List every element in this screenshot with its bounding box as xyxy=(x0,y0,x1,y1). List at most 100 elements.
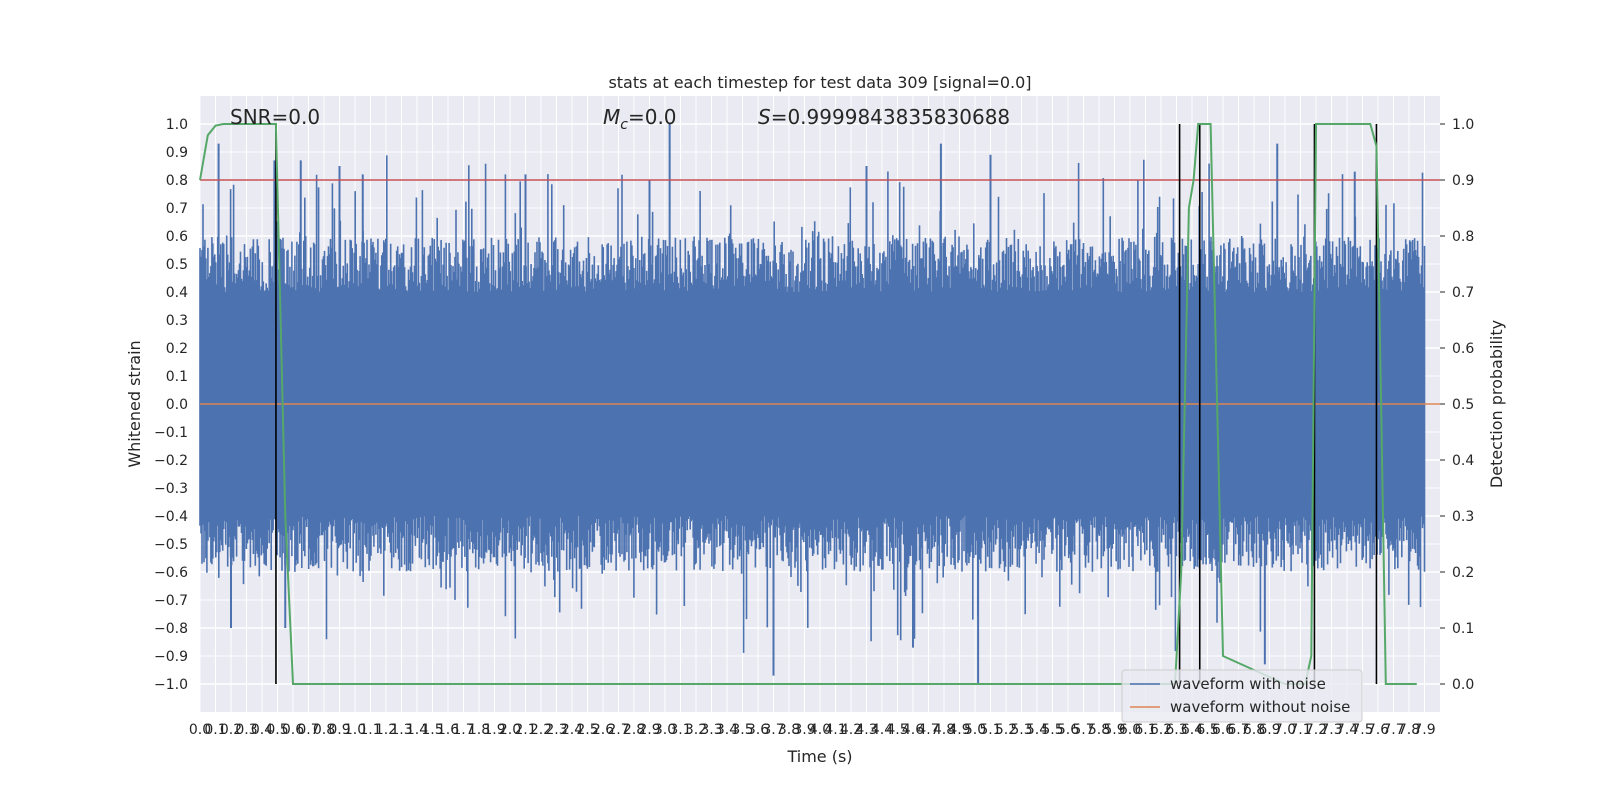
x-tick-label: 1.5 xyxy=(421,722,443,738)
y2-tick-label: 0.9 xyxy=(1452,173,1474,189)
y-tick-label: −0.4 xyxy=(154,509,188,525)
x-tick-label: 5.9 xyxy=(1103,722,1125,738)
x-tick-label: 5.5 xyxy=(1041,722,1063,738)
x-tick-label: 6.8 xyxy=(1243,722,1265,738)
chirp-mass-annotation: Mc=0.0 xyxy=(603,105,677,133)
x-tick-label: 0.1 xyxy=(204,722,226,738)
y2-tick-label: 0.5 xyxy=(1452,397,1474,413)
x-tick-label: 7.4 xyxy=(1336,722,1358,738)
x-tick-label: 7.7 xyxy=(1382,722,1404,738)
x-axis-ticks: 0.00.10.20.30.40.50.60.70.80.91.01.11.21… xyxy=(189,722,1436,738)
x-tick-label: 2.8 xyxy=(623,722,645,738)
y-tick-label: 0.7 xyxy=(166,201,188,217)
x-tick-label: 6.1 xyxy=(1134,722,1156,738)
x-tick-label: 5.2 xyxy=(995,722,1017,738)
legend-label-clean: waveform without noise xyxy=(1170,698,1350,716)
x-tick-label: 1.6 xyxy=(437,722,459,738)
snr-annotation: SNR=0.0 xyxy=(230,105,320,129)
y2-tick-label: 0.2 xyxy=(1452,565,1474,581)
x-tick-label: 4.0 xyxy=(809,722,831,738)
legend-label-noise: waveform with noise xyxy=(1170,675,1326,693)
x-tick-label: 0.5 xyxy=(266,722,288,738)
y-axis-ticks: 1.0 0.9 0.8 0.7 0.6 0.5 0.4 0.3 0.2 0.1 0.0 −0.1 −0.… xyxy=(154,117,188,693)
x-tick-label: 4.2 xyxy=(840,722,862,738)
y2-axis-label: Detection probability xyxy=(1487,320,1506,488)
x-tick-label: 7.9 xyxy=(1413,722,1435,738)
x-tick-label: 5.1 xyxy=(979,722,1001,738)
x-tick-label: 5.0 xyxy=(964,722,986,738)
noise-waveform-trace xyxy=(199,155,1426,653)
chirp-mass-value: =0.0 xyxy=(628,105,677,129)
x-tick-label: 5.6 xyxy=(1057,722,1079,738)
y2-axis-ticks: 1.0 0.9 0.8 0.7 0.6 0.5 0.4 0.3 0.2 0.1 0.0 xyxy=(1440,117,1474,693)
detection-probability-series xyxy=(199,123,1417,685)
y-tick-label: −0.6 xyxy=(154,565,188,581)
y2-tick-label: 0.6 xyxy=(1452,341,1474,357)
y2-tick-label: 0.8 xyxy=(1452,229,1474,245)
y-tick-label: 0.2 xyxy=(166,341,188,357)
x-tick-label: 1.8 xyxy=(468,722,490,738)
x-tick-label: 2.7 xyxy=(607,722,629,738)
y-tick-label: 0.9 xyxy=(166,145,188,161)
y-tick-label: −0.9 xyxy=(154,649,188,665)
x-tick-label: 4.3 xyxy=(855,722,877,738)
x-tick-label: 0.9 xyxy=(328,722,350,738)
statistic-annotation: S=0.9999843835830688 xyxy=(758,105,1010,129)
x-tick-label: 4.8 xyxy=(933,722,955,738)
y-tick-label: −0.1 xyxy=(154,425,188,441)
legend-box xyxy=(1121,669,1363,723)
y-tick-label: 0.3 xyxy=(166,313,188,329)
x-tick-label: 0.6 xyxy=(282,722,304,738)
y-tick-label: −0.2 xyxy=(154,453,188,469)
x-tick-label: 6.9 xyxy=(1258,722,1280,738)
x-tick-label: 7.3 xyxy=(1320,722,1342,738)
y2-tick-label: 0.7 xyxy=(1452,285,1474,301)
x-tick-label: 5.8 xyxy=(1088,722,1110,738)
x-tick-label: 7.2 xyxy=(1305,722,1327,738)
y2-tick-label: 0.4 xyxy=(1452,453,1474,469)
y-tick-label: 0.5 xyxy=(166,257,188,273)
statistic-value: =0.9999843835830688 xyxy=(771,105,1010,129)
x-tick-label: 5.7 xyxy=(1072,722,1094,738)
x-tick-label: 2.4 xyxy=(561,722,583,738)
y-tick-label: 0.6 xyxy=(166,229,188,245)
x-tick-label: 2.1 xyxy=(514,722,536,738)
x-tick-label: 6.4 xyxy=(1181,722,1203,738)
y-axis-label: Whitened strain xyxy=(125,340,144,467)
x-tick-label: 1.2 xyxy=(375,722,397,738)
x-tick-label: 7.5 xyxy=(1351,722,1373,738)
x-tick-label: 2.0 xyxy=(499,722,521,738)
y2-tick-label: 1.0 xyxy=(1452,117,1474,133)
x-tick-label: 6.7 xyxy=(1227,722,1249,738)
x-tick-label: 4.1 xyxy=(824,722,846,738)
x-tick-label: 6.6 xyxy=(1212,722,1234,738)
x-tick-label: 0.4 xyxy=(251,722,273,738)
x-tick-label: 3.3 xyxy=(700,722,722,738)
y-tick-label: −0.8 xyxy=(154,621,188,637)
x-tick-label: 3.6 xyxy=(747,722,769,738)
y-tick-label: −1.0 xyxy=(154,677,188,693)
x-tick-label: 2.5 xyxy=(576,722,598,738)
chirp-mass-subscript: c xyxy=(620,117,628,133)
x-tick-label: 3.4 xyxy=(716,722,738,738)
y-tick-label: 0.4 xyxy=(166,285,188,301)
x-tick-label: 6.0 xyxy=(1119,722,1141,738)
x-tick-label: 5.4 xyxy=(1026,722,1048,738)
x-tick-label: 4.4 xyxy=(871,722,893,738)
x-tick-label: 3.0 xyxy=(654,722,676,738)
x-axis-label: Time (s) xyxy=(786,747,852,766)
x-tick-label: 0.2 xyxy=(220,722,242,738)
x-tick-label: 1.1 xyxy=(359,722,381,738)
x-tick-label: 0.7 xyxy=(297,722,319,738)
x-tick-label: 0.3 xyxy=(235,722,257,738)
x-tick-label: 4.6 xyxy=(902,722,924,738)
y-tick-label: −0.5 xyxy=(154,537,188,553)
noise-waveform-series xyxy=(199,124,1426,684)
x-tick-label: 1.0 xyxy=(344,722,366,738)
x-tick-label: 2.9 xyxy=(638,722,660,738)
x-tick-label: 3.2 xyxy=(685,722,707,738)
x-tick-label: 5.3 xyxy=(1010,722,1032,738)
x-tick-label: 1.7 xyxy=(452,722,474,738)
x-tick-label: 6.2 xyxy=(1150,722,1172,738)
x-tick-label: 2.6 xyxy=(592,722,614,738)
